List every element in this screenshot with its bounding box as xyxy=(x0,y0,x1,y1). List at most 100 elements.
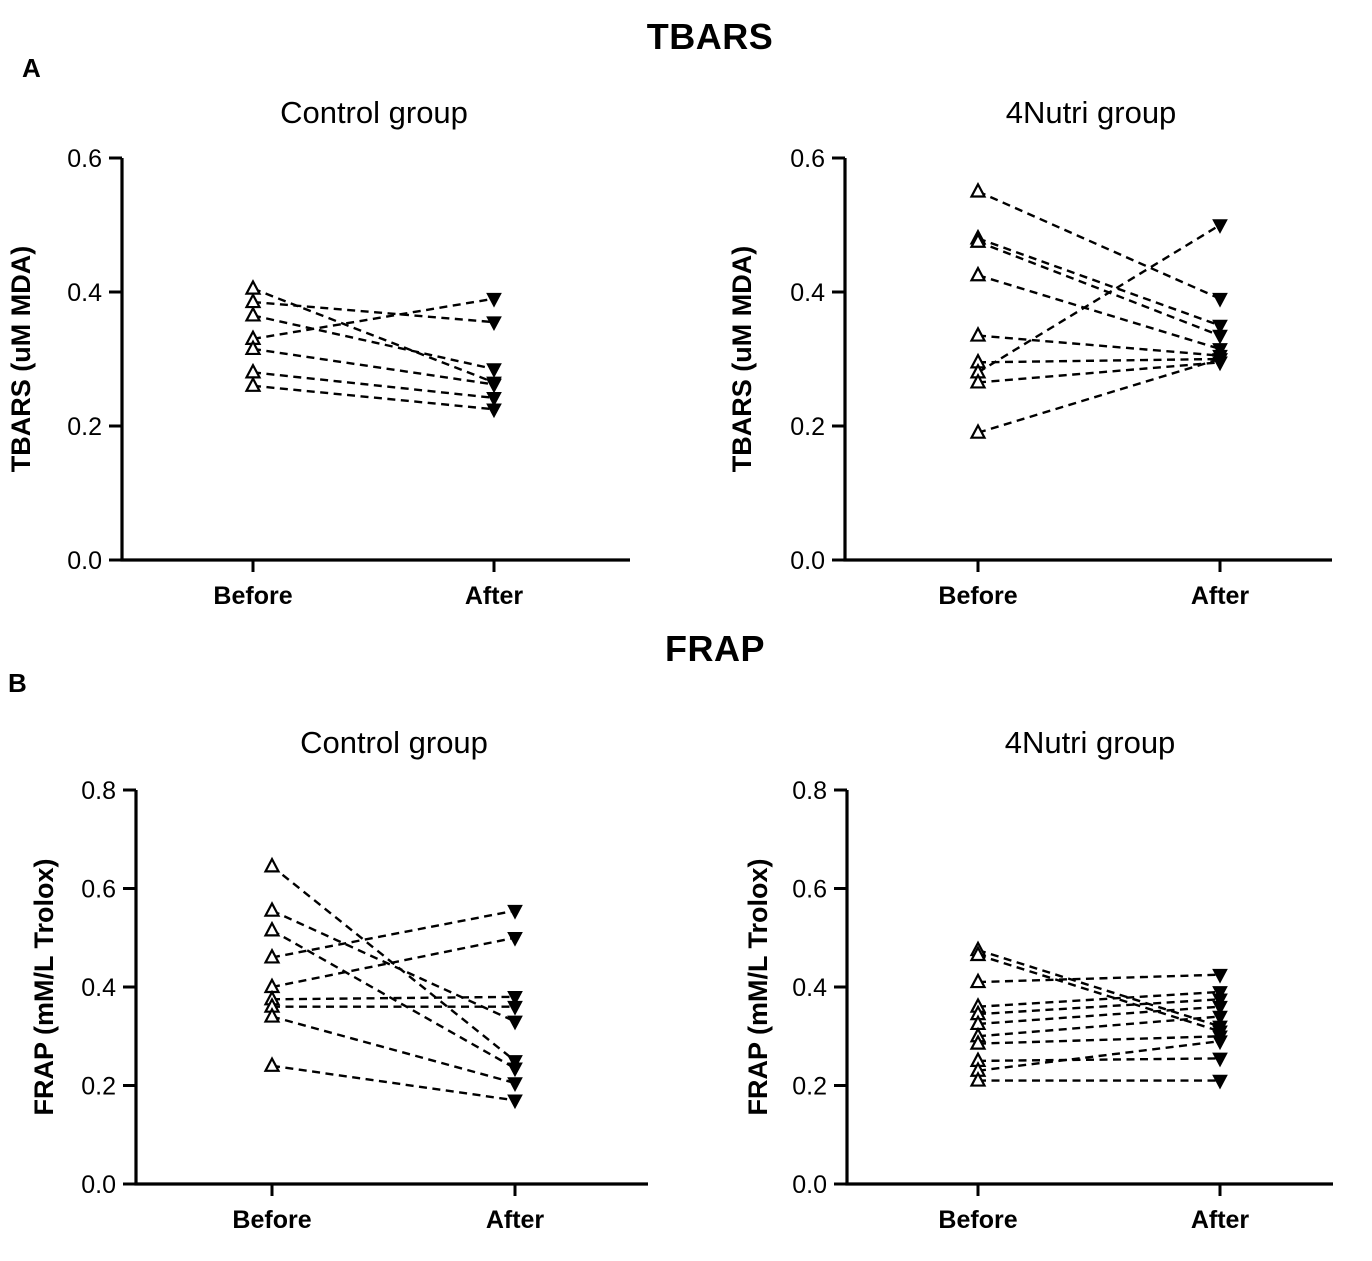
y-tick-label: 0.6 xyxy=(790,145,825,173)
y-tick-label: 0.2 xyxy=(790,413,825,441)
y-axis-title: TBARS (uM MDA) xyxy=(727,246,757,472)
plot-frap-4nutri: 0.0 0.2 0.4 0.6 0.8 Before After FRAP (mM/L Tro… xyxy=(743,777,1333,1234)
after-marker-filled-triangle-down xyxy=(486,292,502,308)
y-tick-label: 0.8 xyxy=(792,777,827,805)
panel-b-label: B xyxy=(8,668,27,698)
after-marker-filled-triangle-down xyxy=(1212,1000,1228,1016)
pair-line xyxy=(271,1064,516,1102)
after-marker-filled-triangle-down xyxy=(507,1094,523,1110)
y-tick-label: 0.4 xyxy=(81,974,116,1002)
x-category-label: After xyxy=(465,582,524,610)
y-tick-label: 0.8 xyxy=(81,777,116,805)
before-marker-open-triangle-up xyxy=(969,972,987,989)
plot-tbars-control-title: Control group xyxy=(280,95,468,130)
before-marker-open-triangle-up xyxy=(263,1007,281,1023)
before-marker-open-triangle-up xyxy=(263,1056,281,1072)
pair-line xyxy=(977,948,1221,1028)
before-marker-open-triangle-up xyxy=(969,181,987,198)
after-marker-filled-triangle-down xyxy=(486,403,502,419)
before-marker-open-triangle-up xyxy=(244,339,262,356)
before-marker-open-triangle-up xyxy=(969,945,987,962)
pair-line xyxy=(252,371,495,400)
before-marker-open-triangle-up xyxy=(244,376,262,392)
before-marker-open-triangle-up xyxy=(263,901,281,917)
y-tick-label: 0.4 xyxy=(67,279,102,307)
y-tick-label: 0.6 xyxy=(792,876,827,904)
pair-line xyxy=(271,1015,516,1085)
pair-line xyxy=(977,1039,1221,1072)
pair-line xyxy=(977,998,1221,1016)
panel-a-label: A xyxy=(22,53,41,83)
after-marker-filled-triangle-down xyxy=(507,991,523,1006)
plot-tbars-control: 0.0 0.2 0.4 0.6 Before After TBARS (uM MDA) xyxy=(6,145,630,610)
after-marker-filled-triangle-down xyxy=(486,363,502,378)
pair-line xyxy=(977,1035,1221,1045)
y-tick-label: 0.2 xyxy=(81,1073,116,1101)
pair-line xyxy=(252,287,495,384)
pair-line xyxy=(252,384,495,411)
after-marker-filled-triangle-down xyxy=(1212,292,1228,308)
pair-line xyxy=(977,953,1221,1033)
after-marker-filled-triangle-down xyxy=(1212,329,1228,345)
before-marker-open-triangle-up xyxy=(244,305,262,322)
before-marker-open-triangle-up xyxy=(969,1071,987,1087)
y-tick-label: 0.0 xyxy=(790,547,825,575)
pair-line xyxy=(252,297,495,341)
after-marker-filled-triangle-down xyxy=(486,316,502,332)
after-marker-filled-triangle-down xyxy=(1212,1052,1228,1068)
pair-line xyxy=(977,223,1221,374)
x-category-label: Before xyxy=(213,582,292,610)
pair-line xyxy=(271,929,516,1070)
after-marker-filled-triangle-down xyxy=(507,1000,523,1016)
x-category-label: After xyxy=(1191,1206,1250,1234)
plot-frap-control: 0.0 0.2 0.4 0.6 0.8 Before After FRAP (mM/L Tro… xyxy=(29,777,648,1234)
before-marker-open-triangle-up xyxy=(969,232,987,248)
after-marker-filled-triangle-down xyxy=(507,904,523,920)
pair-line xyxy=(977,237,1221,327)
before-marker-open-triangle-up xyxy=(263,920,281,937)
pair-line xyxy=(252,314,495,371)
after-marker-filled-triangle-down xyxy=(507,931,523,947)
after-marker-filled-triangle-down xyxy=(507,1062,523,1078)
pair-line xyxy=(271,995,516,1001)
y-tick-label: 0.0 xyxy=(792,1171,827,1199)
after-marker-filled-triangle-down xyxy=(1212,993,1228,1009)
pair-line xyxy=(271,865,516,1062)
after-marker-filled-triangle-down xyxy=(1212,968,1228,984)
pair-line xyxy=(977,274,1221,351)
pair-line xyxy=(271,909,516,1023)
pair-line xyxy=(977,357,1221,434)
x-category-label: After xyxy=(486,1206,545,1234)
y-tick-label: 0.0 xyxy=(67,547,102,575)
pair-line xyxy=(977,1015,1221,1038)
y-axis-title: FRAP (mM/L Trolox) xyxy=(29,858,59,1115)
plot-frap-4nutri-title: 4Nutri group xyxy=(1004,725,1176,760)
after-marker-filled-triangle-down xyxy=(507,1015,523,1031)
pair-line xyxy=(977,1005,1221,1026)
after-marker-filled-triangle-down xyxy=(507,1055,523,1070)
section-frap-title: FRAP xyxy=(665,628,765,669)
after-marker-filled-triangle-down xyxy=(1212,1074,1228,1090)
before-marker-open-triangle-up xyxy=(969,326,987,342)
before-marker-open-triangle-up xyxy=(244,292,262,309)
after-marker-filled-triangle-down xyxy=(1212,219,1228,234)
before-marker-open-triangle-up xyxy=(244,279,262,295)
after-marker-filled-triangle-down xyxy=(486,392,502,407)
x-category-label: Before xyxy=(232,1206,311,1234)
before-marker-open-triangle-up xyxy=(969,372,987,389)
after-marker-filled-triangle-down xyxy=(1212,1035,1228,1051)
pair-line xyxy=(977,240,1221,337)
after-marker-filled-triangle-down xyxy=(507,1077,523,1092)
plot-frap-control-title: Control group xyxy=(300,725,488,760)
pair-line xyxy=(977,357,1221,364)
before-marker-open-triangle-up xyxy=(969,423,987,439)
pair-line xyxy=(252,347,495,386)
x-category-label: After xyxy=(1191,582,1250,610)
pair-line xyxy=(271,936,516,989)
y-axis-title: TBARS (uM MDA) xyxy=(6,246,36,472)
after-marker-filled-triangle-down xyxy=(1212,1010,1228,1026)
pair-line xyxy=(977,1057,1221,1063)
x-category-label: Before xyxy=(938,1206,1017,1234)
plot-tbars-4nutri: 0.0 0.2 0.4 0.6 Before After TBARS (uM MDA) xyxy=(727,145,1332,610)
